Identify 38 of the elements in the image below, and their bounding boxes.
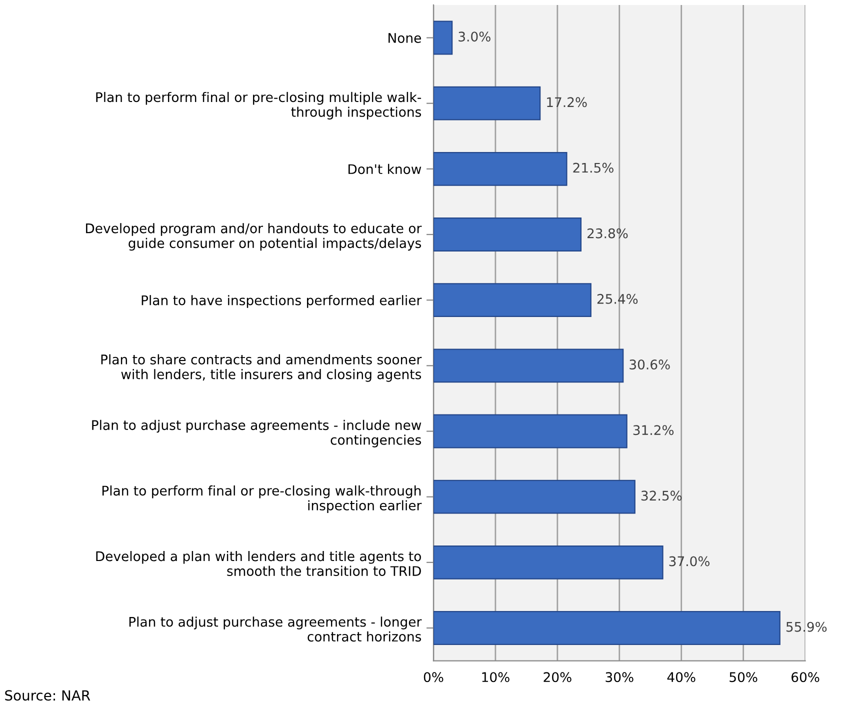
bar (433, 283, 592, 318)
y-tick-label: Developed program and/or handouts to educate or guide consumer on potential impacts/delays (86, 223, 422, 251)
bar (433, 86, 541, 120)
y-tick-label: Plan to perform final or pre-closing multiple walk- through inspections (96, 92, 422, 120)
y-tick-label: Developed a plan with lenders and title agents to smooth the transition to TRID (96, 551, 421, 576)
data-label: 37.0% (669, 556, 710, 566)
x-tick-label: 20% (544, 672, 572, 682)
data-label: 55.9% (786, 622, 827, 632)
bar (433, 152, 568, 186)
data-label: 32.5% (641, 490, 682, 501)
bar (433, 611, 780, 645)
data-label: 17.2% (547, 97, 587, 108)
data-label: 3.0% (458, 32, 490, 42)
x-tick-label: 0% (424, 672, 444, 682)
bar (433, 20, 453, 55)
bar (433, 545, 664, 580)
data-label: 31.2% (633, 425, 674, 436)
data-label: 23.8% (587, 228, 628, 238)
y-tick-label: Plan to adjust purchase agreements - include new contingencies (92, 420, 422, 448)
y-tick-label: None (388, 33, 421, 43)
x-tick-label: 30% (606, 672, 634, 682)
y-tick-label: Plan to perform final or pre-closing walk-through inspection earlier (102, 485, 422, 513)
y-tick-label: Plan to share contracts and amendments sooner with lenders, title insurers and closing agents (101, 354, 422, 382)
x-tick-label: 10% (482, 672, 510, 682)
bar (433, 480, 636, 514)
y-tick-label: Don't know (348, 164, 422, 174)
y-tick-label: Plan to have inspections performed earlier (142, 295, 422, 308)
x-tick-label: 60% (792, 672, 820, 682)
bar (433, 348, 624, 383)
bar (433, 218, 582, 252)
x-tick-label: 40% (667, 672, 696, 682)
x-tick-label: 50% (730, 672, 758, 682)
y-tick-label: Plan to adjust purchase agreements - longer contract horizons (129, 616, 422, 642)
data-label: 21.5% (573, 162, 614, 173)
source-note: Source: NAR (5, 690, 90, 701)
data-label: 30.6% (630, 360, 670, 370)
data-label: 25.4% (597, 294, 638, 304)
bar (433, 414, 628, 448)
